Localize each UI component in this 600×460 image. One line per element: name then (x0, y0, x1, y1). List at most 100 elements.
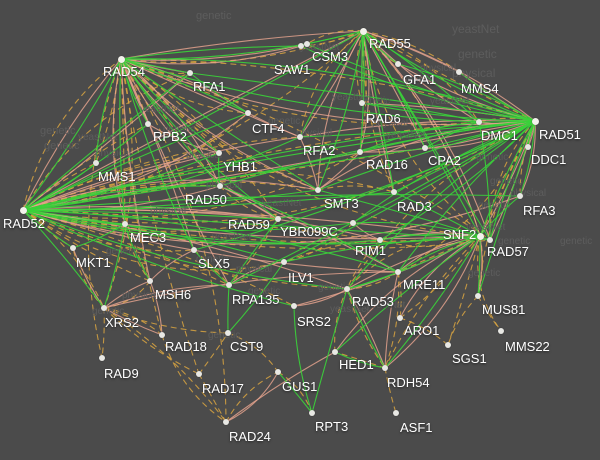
node-label-sgs1[interactable]: SGS1 (452, 351, 487, 366)
node-label-ybr099c[interactable]: YBR099C (280, 224, 338, 239)
node-label-rfa1[interactable]: RFA1 (193, 79, 226, 94)
graph-node-ddc1[interactable] (525, 144, 531, 150)
node-label-mkt1[interactable]: MKT1 (76, 255, 111, 270)
graph-node-ilv1[interactable] (281, 259, 287, 265)
node-label-rad50[interactable]: RAD50 (185, 192, 227, 207)
graph-node-rad24[interactable] (223, 419, 229, 425)
graph-node-rpb2[interactable] (145, 121, 151, 127)
graph-node-yhb1[interactable] (216, 150, 222, 156)
graph-node-mms1[interactable] (93, 160, 99, 166)
graph-node-rpa135[interactable] (226, 282, 232, 288)
graph-node-rad3[interactable] (391, 189, 397, 195)
node-label-hed1[interactable]: HED1 (339, 357, 374, 372)
node-label-smt3[interactable]: SMT3 (324, 196, 359, 211)
graph-node-mkt1[interactable] (70, 245, 76, 251)
graph-node-rdh54[interactable] (382, 365, 388, 371)
graph-node-rad55[interactable] (359, 27, 367, 35)
node-label-rad59[interactable]: RAD59 (228, 217, 270, 232)
graph-node-rad9[interactable] (99, 355, 105, 361)
node-label-rdh54[interactable]: RDH54 (387, 375, 430, 390)
graph-node-mms4[interactable] (456, 69, 462, 75)
node-label-rad3[interactable]: RAD3 (397, 199, 432, 214)
node-label-rad52[interactable]: RAD52 (3, 216, 45, 231)
graph-node-cpa2[interactable] (422, 145, 428, 151)
graph-node-smt3[interactable] (315, 187, 321, 193)
graph-node-rfa3[interactable] (517, 193, 523, 199)
node-label-rfa2[interactable]: RFA2 (303, 143, 336, 158)
graph-node-msh6[interactable] (147, 278, 153, 284)
node-label-slx5[interactable]: SLX5 (198, 256, 230, 271)
node-label-ddc1[interactable]: DDC1 (531, 152, 567, 167)
graph-node-xrs2[interactable] (101, 305, 107, 311)
node-label-gus1[interactable]: GUS1 (282, 379, 318, 394)
graph-node-mec3[interactable] (122, 221, 128, 227)
node-label-yhb1[interactable]: YHB1 (223, 159, 257, 174)
node-label-rad17[interactable]: RAD17 (202, 381, 244, 396)
graph-node-mre11[interactable] (395, 269, 401, 275)
graph-node-rim1[interactable] (377, 237, 383, 243)
node-label-xrs2[interactable]: XRS2 (105, 315, 139, 330)
node-label-rad6[interactable]: RAD6 (366, 111, 401, 126)
node-label-rad18[interactable]: RAD18 (165, 339, 207, 354)
graph-node-gfa1[interactable] (395, 61, 401, 67)
node-label-rad51[interactable]: RAD51 (539, 127, 581, 142)
graph-node-ctf4[interactable] (245, 110, 251, 116)
graph-node-rpt3[interactable] (309, 410, 315, 416)
graph-node-srs2[interactable] (291, 303, 297, 309)
graph-node-slx5[interactable] (191, 247, 197, 253)
node-label-mec3[interactable]: MEC3 (130, 230, 167, 245)
node-label-rad57[interactable]: RAD57 (487, 244, 529, 259)
graph-node-ybr099c[interactable] (350, 220, 356, 226)
graph-node-gus1[interactable] (275, 369, 281, 375)
graph-node-rad59[interactable] (275, 216, 281, 222)
node-label-csm3[interactable]: CSM3 (312, 49, 349, 64)
graph-node-sgs1[interactable] (445, 342, 451, 348)
graph-node-rad6[interactable] (359, 100, 365, 106)
node-label-rpa135[interactable]: RPA135 (232, 292, 280, 307)
node-label-rad9[interactable]: RAD9 (104, 366, 139, 381)
graph-node-hed1[interactable] (332, 349, 338, 355)
graph-node-rad53[interactable] (344, 286, 350, 292)
node-label-snf2[interactable]: SNF2 (443, 227, 477, 242)
graph-node-rfa1[interactable] (187, 70, 193, 76)
node-label-cst9[interactable]: CST9 (230, 339, 264, 354)
graph-node-aro1[interactable] (397, 315, 403, 321)
node-label-dmc1[interactable]: DMC1 (481, 128, 518, 143)
node-label-rad16[interactable]: RAD16 (366, 157, 408, 172)
graph-node-mms22[interactable] (498, 328, 504, 334)
node-label-srs2[interactable]: SRS2 (297, 314, 331, 329)
node-label-rfa3[interactable]: RFA3 (523, 203, 556, 218)
node-label-rad54[interactable]: RAD54 (103, 64, 145, 79)
node-label-rad55[interactable]: RAD55 (369, 36, 411, 51)
graph-node-mus81[interactable] (475, 293, 481, 299)
graph-node-rad18[interactable] (159, 332, 165, 338)
node-label-saw1[interactable]: SAW1 (274, 62, 311, 77)
node-label-rpb2[interactable]: RPB2 (153, 129, 187, 144)
node-label-ctf4[interactable]: CTF4 (252, 121, 285, 136)
graph-node-snf2[interactable] (476, 232, 484, 240)
graph-node-saw1[interactable] (298, 43, 304, 49)
node-label-rad53[interactable]: RAD53 (352, 294, 394, 309)
node-label-mms22[interactable]: MMS22 (505, 339, 550, 354)
graph-node-rad57[interactable] (487, 237, 493, 243)
graph-node-rad17[interactable] (196, 371, 202, 377)
graph-node-rfa2[interactable] (297, 134, 303, 140)
node-label-asf1[interactable]: ASF1 (400, 420, 433, 435)
node-label-rad24[interactable]: RAD24 (229, 429, 271, 444)
node-label-cpa2[interactable]: CPA2 (428, 153, 461, 168)
graph-node-rad16[interactable] (357, 149, 363, 155)
node-label-rim1[interactable]: RIM1 (355, 243, 387, 258)
graph-node-rad52[interactable] (19, 206, 27, 214)
graph-node-rad50[interactable] (217, 183, 223, 189)
node-label-mms4[interactable]: MMS4 (461, 81, 499, 96)
graph-node-cst9[interactable] (225, 330, 231, 336)
node-label-mus81[interactable]: MUS81 (482, 302, 526, 317)
node-label-aro1[interactable]: ARO1 (404, 323, 440, 338)
node-label-gfa1[interactable]: GFA1 (403, 72, 437, 87)
node-label-mre11[interactable]: MRE11 (403, 277, 446, 292)
graph-node-csm3[interactable] (304, 41, 310, 47)
node-label-ilv1[interactable]: ILV1 (288, 270, 314, 285)
node-label-mms1[interactable]: MMS1 (98, 169, 136, 184)
graph-node-rad54[interactable] (117, 55, 125, 63)
node-label-rpt3[interactable]: RPT3 (315, 419, 349, 434)
